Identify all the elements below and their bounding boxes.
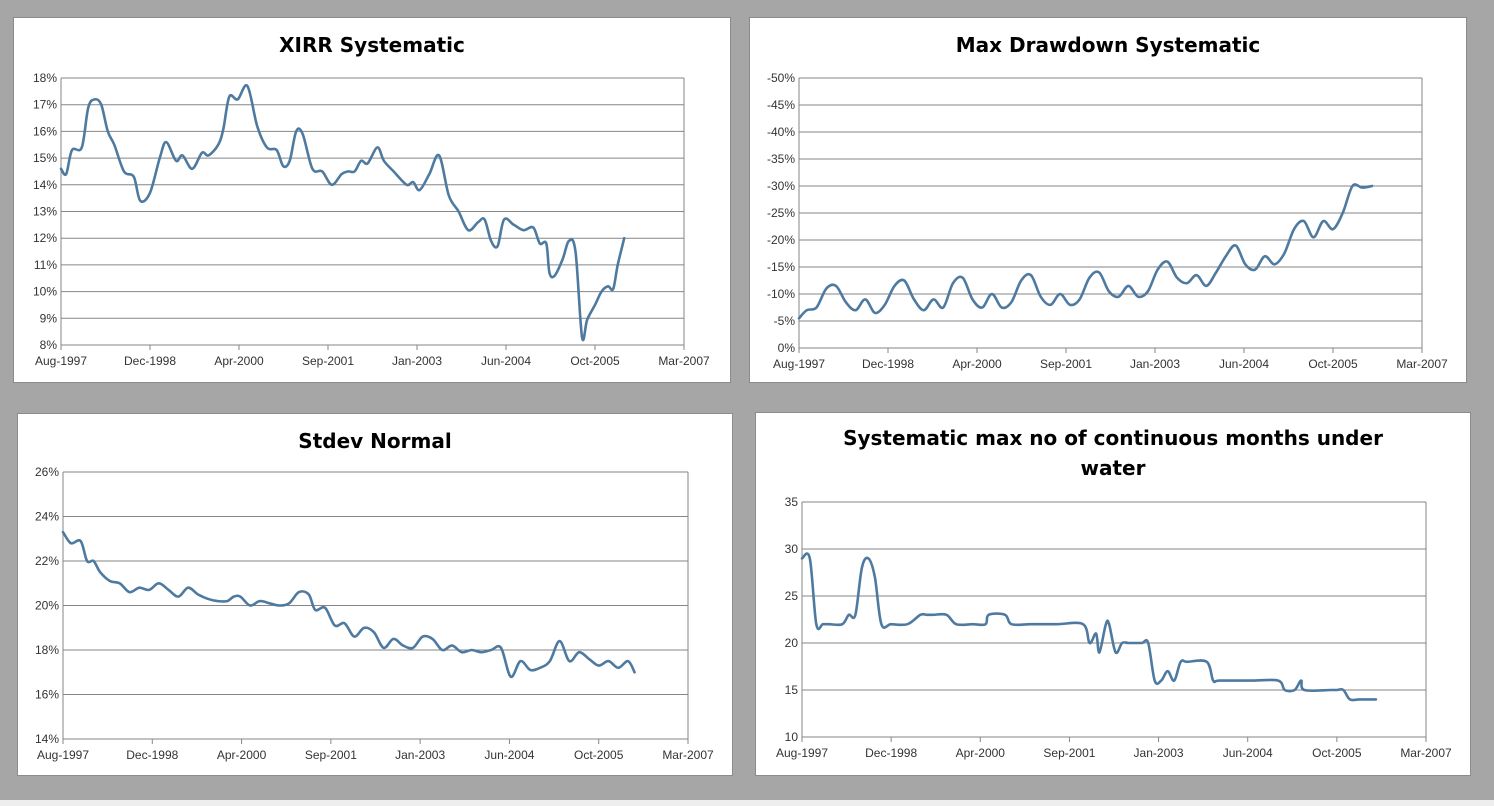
x-tick-label: Dec-1998 (124, 354, 176, 368)
chart-plot-xirr: 8% 9% 10% 11% 12% 13% 14% 15% 16% 17% 18% Aug-1997 D… (33, 71, 710, 368)
y-tick-label: -5% (774, 314, 796, 328)
chart-title: Max Drawdown Systematic (955, 33, 1261, 57)
x-tick-label: Oct-2005 (570, 354, 620, 368)
x-tick-label: Mar-2007 (1396, 357, 1448, 371)
x-tick-label: Sep-2001 (1043, 746, 1095, 760)
y-tick-label: 17% (33, 98, 57, 112)
y-tick-label: -50% (767, 71, 795, 85)
x-tick-label: Aug-1997 (773, 357, 825, 371)
chart-title: Stdev Normal (298, 429, 452, 453)
chart-plot-months-under-water: 10 15 20 25 30 35 Aug-1997 Dec-1998 Apr-2000 Sep-… (776, 495, 1452, 760)
series-line (797, 183, 1374, 320)
y-tick-label: 14% (35, 732, 59, 746)
y-tick-label: -30% (767, 179, 795, 193)
y-tick-label: 20 (785, 636, 799, 650)
x-tick-label: Jan-2003 (392, 354, 442, 368)
chart-title: Systematic max no of continuous months u… (843, 426, 1383, 480)
x-tick-label: Aug-1997 (776, 746, 828, 760)
series-line (800, 552, 1378, 702)
chart-stdev-normal[interactable]: Stdev Normal 14% 16% 18% 20% 22% 24% 26% Aug-19… (17, 413, 733, 776)
y-tick-label: -45% (767, 98, 795, 112)
y-tick-label: 35 (785, 495, 799, 509)
series-line (59, 83, 626, 342)
x-tick-label: Mar-2007 (662, 748, 714, 762)
y-tick-label: 10% (33, 285, 57, 299)
x-tick-label: Jun-2004 (1219, 357, 1269, 371)
y-tick-label: 30 (785, 542, 799, 556)
x-tick-label: Jan-2003 (395, 748, 445, 762)
x-tick-label: Aug-1997 (35, 354, 87, 368)
y-tick-label: -20% (767, 233, 795, 247)
y-tick-label: 16% (35, 688, 59, 702)
y-tick-label: 24% (35, 510, 59, 524)
series-line (61, 530, 636, 679)
y-tick-label: 18% (35, 643, 59, 657)
y-tick-label: 22% (35, 554, 59, 568)
y-tick-label: 20% (35, 599, 59, 613)
y-tick-label: 25 (785, 589, 799, 603)
x-tick-label: Dec-1998 (865, 746, 917, 760)
x-tick-label: Mar-2007 (1400, 746, 1452, 760)
x-tick-label: Jan-2003 (1130, 357, 1180, 371)
worksheet-grid-strip (0, 800, 1494, 806)
x-tick-label: Jan-2003 (1134, 746, 1184, 760)
x-tick-label: Jun-2004 (484, 748, 534, 762)
chart-plot-stdev: 14% 16% 18% 20% 22% 24% 26% Aug-1997 Dec-1998 Apr… (35, 465, 714, 762)
y-tick-label: 13% (33, 205, 57, 219)
x-tick-label: Apr-2000 (956, 746, 1006, 760)
y-tick-label: 10 (785, 730, 799, 744)
y-tick-label: 18% (33, 71, 57, 85)
y-tick-label: 15% (33, 151, 57, 165)
y-tick-label: 26% (35, 465, 59, 479)
chart-title: XIRR Systematic (279, 33, 465, 57)
x-tick-label: Dec-1998 (862, 357, 914, 371)
x-tick-label: Apr-2000 (217, 748, 267, 762)
x-tick-label: Mar-2007 (658, 354, 710, 368)
x-tick-label: Apr-2000 (214, 354, 264, 368)
x-tick-label: Sep-2001 (302, 354, 354, 368)
y-tick-label: 0% (778, 341, 796, 355)
x-tick-label: Dec-1998 (126, 748, 178, 762)
x-tick-label: Sep-2001 (1040, 357, 1092, 371)
x-tick-label: Apr-2000 (952, 357, 1002, 371)
chart-xirr-systematic[interactable]: XIRR Systematic 8% 9% 10% 11% 12% 13% 14% 15% 16… (13, 17, 731, 383)
x-tick-label: Oct-2005 (1312, 746, 1362, 760)
x-tick-label: Jun-2004 (1223, 746, 1273, 760)
y-tick-label: 9% (40, 311, 58, 325)
y-tick-label: 8% (40, 338, 58, 352)
y-tick-label: -10% (767, 287, 795, 301)
y-tick-label: 16% (33, 124, 57, 138)
chart-max-drawdown-systematic[interactable]: Max Drawdown Systematic 0% -5% -10% -15% -20… (749, 17, 1467, 383)
x-tick-label: Oct-2005 (1308, 357, 1358, 371)
chart-months-under-water[interactable]: Systematic max no of continuous months u… (755, 412, 1471, 776)
x-tick-label: Jun-2004 (481, 354, 531, 368)
chart-plot-max-drawdown: 0% -5% -10% -15% -20% -25% -30% -35% -40% -45% -50… (767, 71, 1448, 371)
x-tick-label: Aug-1997 (37, 748, 89, 762)
y-tick-label: 15 (785, 683, 799, 697)
y-tick-label: -25% (767, 206, 795, 220)
y-tick-label: -15% (767, 260, 795, 274)
x-tick-label: Sep-2001 (305, 748, 357, 762)
y-tick-label: 12% (33, 231, 57, 245)
x-tick-label: Oct-2005 (574, 748, 624, 762)
y-tick-label: -40% (767, 125, 795, 139)
y-tick-label: 14% (33, 178, 57, 192)
y-tick-label: 11% (34, 258, 57, 272)
y-tick-label: -35% (767, 152, 795, 166)
